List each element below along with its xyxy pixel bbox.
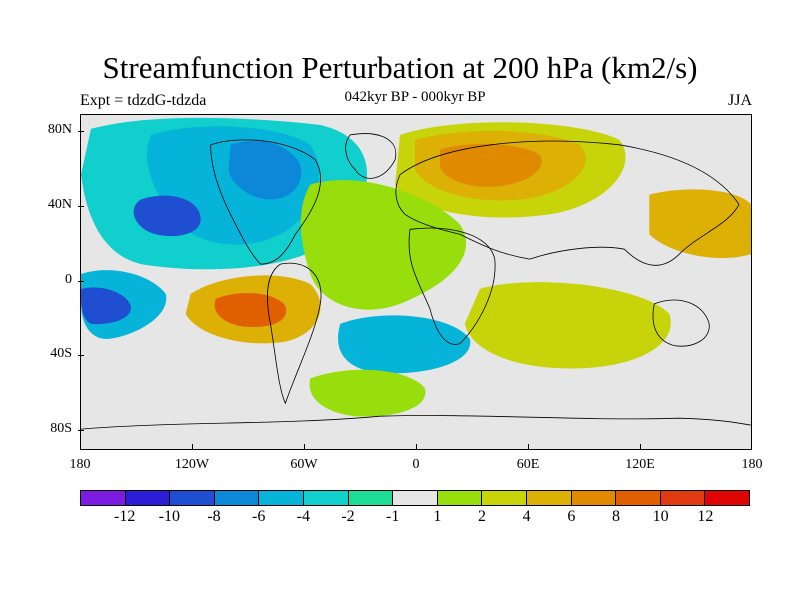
x-tick (304, 444, 305, 450)
colorbar-swatch (303, 491, 349, 505)
coastline-eurasia (395, 140, 740, 266)
colorbar-label: -4 (296, 508, 310, 525)
colorbar-label: -6 (251, 508, 266, 525)
colorbar-label: -10 (158, 508, 180, 525)
blob-w-pacific-high (649, 189, 751, 259)
map-panel (80, 114, 752, 450)
field-layer (81, 117, 751, 417)
colorbar-label: -12 (113, 508, 136, 525)
colorbar-swatch (616, 491, 661, 505)
blob-southern-ocean-high (309, 369, 426, 417)
colorbar-swatch (393, 491, 438, 505)
coastline-australia (652, 299, 710, 347)
y-label-40n: 40N (47, 197, 72, 212)
colorbar-label: 4 (522, 508, 531, 525)
x-tick (80, 444, 81, 450)
x-tick (751, 444, 752, 450)
colorbar-label: 1 (433, 508, 442, 525)
x-label-60e: 60E (516, 457, 540, 472)
x-tick (192, 444, 193, 450)
colorbar-swatch (125, 491, 171, 505)
blob-indian-ocean-high (464, 282, 671, 369)
blob-s-pacific-low-core (81, 287, 131, 325)
y-tick (78, 206, 84, 207)
x-tick (416, 444, 417, 450)
blob-eurasia-core (439, 143, 542, 187)
colorbar-swatch (81, 491, 126, 505)
blob-n-pacific-core (133, 195, 201, 237)
colorbar-label: 12 (697, 508, 714, 525)
colorbar-swatch (437, 491, 483, 505)
experiment-label: Expt = tdzdG-tdzda (80, 92, 207, 109)
season-label: JJA (727, 92, 752, 109)
x-tick (640, 444, 641, 450)
colorbar-swatch (526, 491, 572, 505)
colorbar-swatch (482, 491, 527, 505)
colorbar-swatch (259, 491, 304, 505)
x-label-120w: 120W (174, 457, 210, 472)
x-label-0: 0 (412, 457, 420, 472)
chart-title: Streamfunction Perturbation at 200 hPa (… (102, 50, 698, 85)
y-tick (78, 430, 84, 431)
y-tick (78, 355, 84, 356)
y-label-80n: 80N (47, 122, 72, 137)
coastline-africa (408, 227, 496, 345)
colorbar-label: 10 (652, 508, 669, 525)
coastlines (81, 133, 751, 430)
coastline-antarctica (81, 415, 751, 430)
colorbar-label: -1 (385, 508, 400, 525)
blob-s-atlantic-low (338, 315, 471, 374)
colorbar-swatch (214, 491, 260, 505)
colorbar-label: 2 (478, 508, 486, 525)
coastline-greenland (345, 133, 397, 179)
colorbar-swatch (170, 491, 215, 505)
colorbar-label: 8 (612, 508, 620, 525)
blob-s-pacific-core (214, 293, 287, 328)
x-label-120e: 120E (625, 457, 655, 472)
colorbar (80, 490, 750, 506)
map-svg (81, 117, 751, 430)
y-tick (78, 131, 84, 132)
x-label-180e: 180 (741, 457, 763, 472)
colorbar-swatch (348, 491, 394, 505)
colorbar-label: -8 (207, 508, 221, 525)
y-label-80s: 80S (50, 421, 72, 436)
x-label-60w: 60W (290, 457, 318, 472)
colorbar-label: 6 (567, 508, 576, 525)
x-tick (528, 444, 529, 450)
colorbar-swatch (705, 491, 749, 505)
coastline-north-america (210, 139, 321, 265)
y-tick (78, 281, 84, 282)
coastline-south-america (267, 262, 322, 405)
x-label-180w: 180 (69, 457, 91, 472)
blob-atlantic-high (300, 180, 467, 310)
colorbar-swatch (660, 491, 706, 505)
colorbar-label: -2 (341, 508, 355, 525)
chart-subtitle: 042kyr BP - 000kyr BP (344, 89, 486, 105)
y-label-40s: 40S (50, 346, 72, 361)
colorbar-swatch (571, 491, 617, 505)
blob-canada-core (228, 140, 302, 200)
y-label-0: 0 (65, 272, 72, 287)
